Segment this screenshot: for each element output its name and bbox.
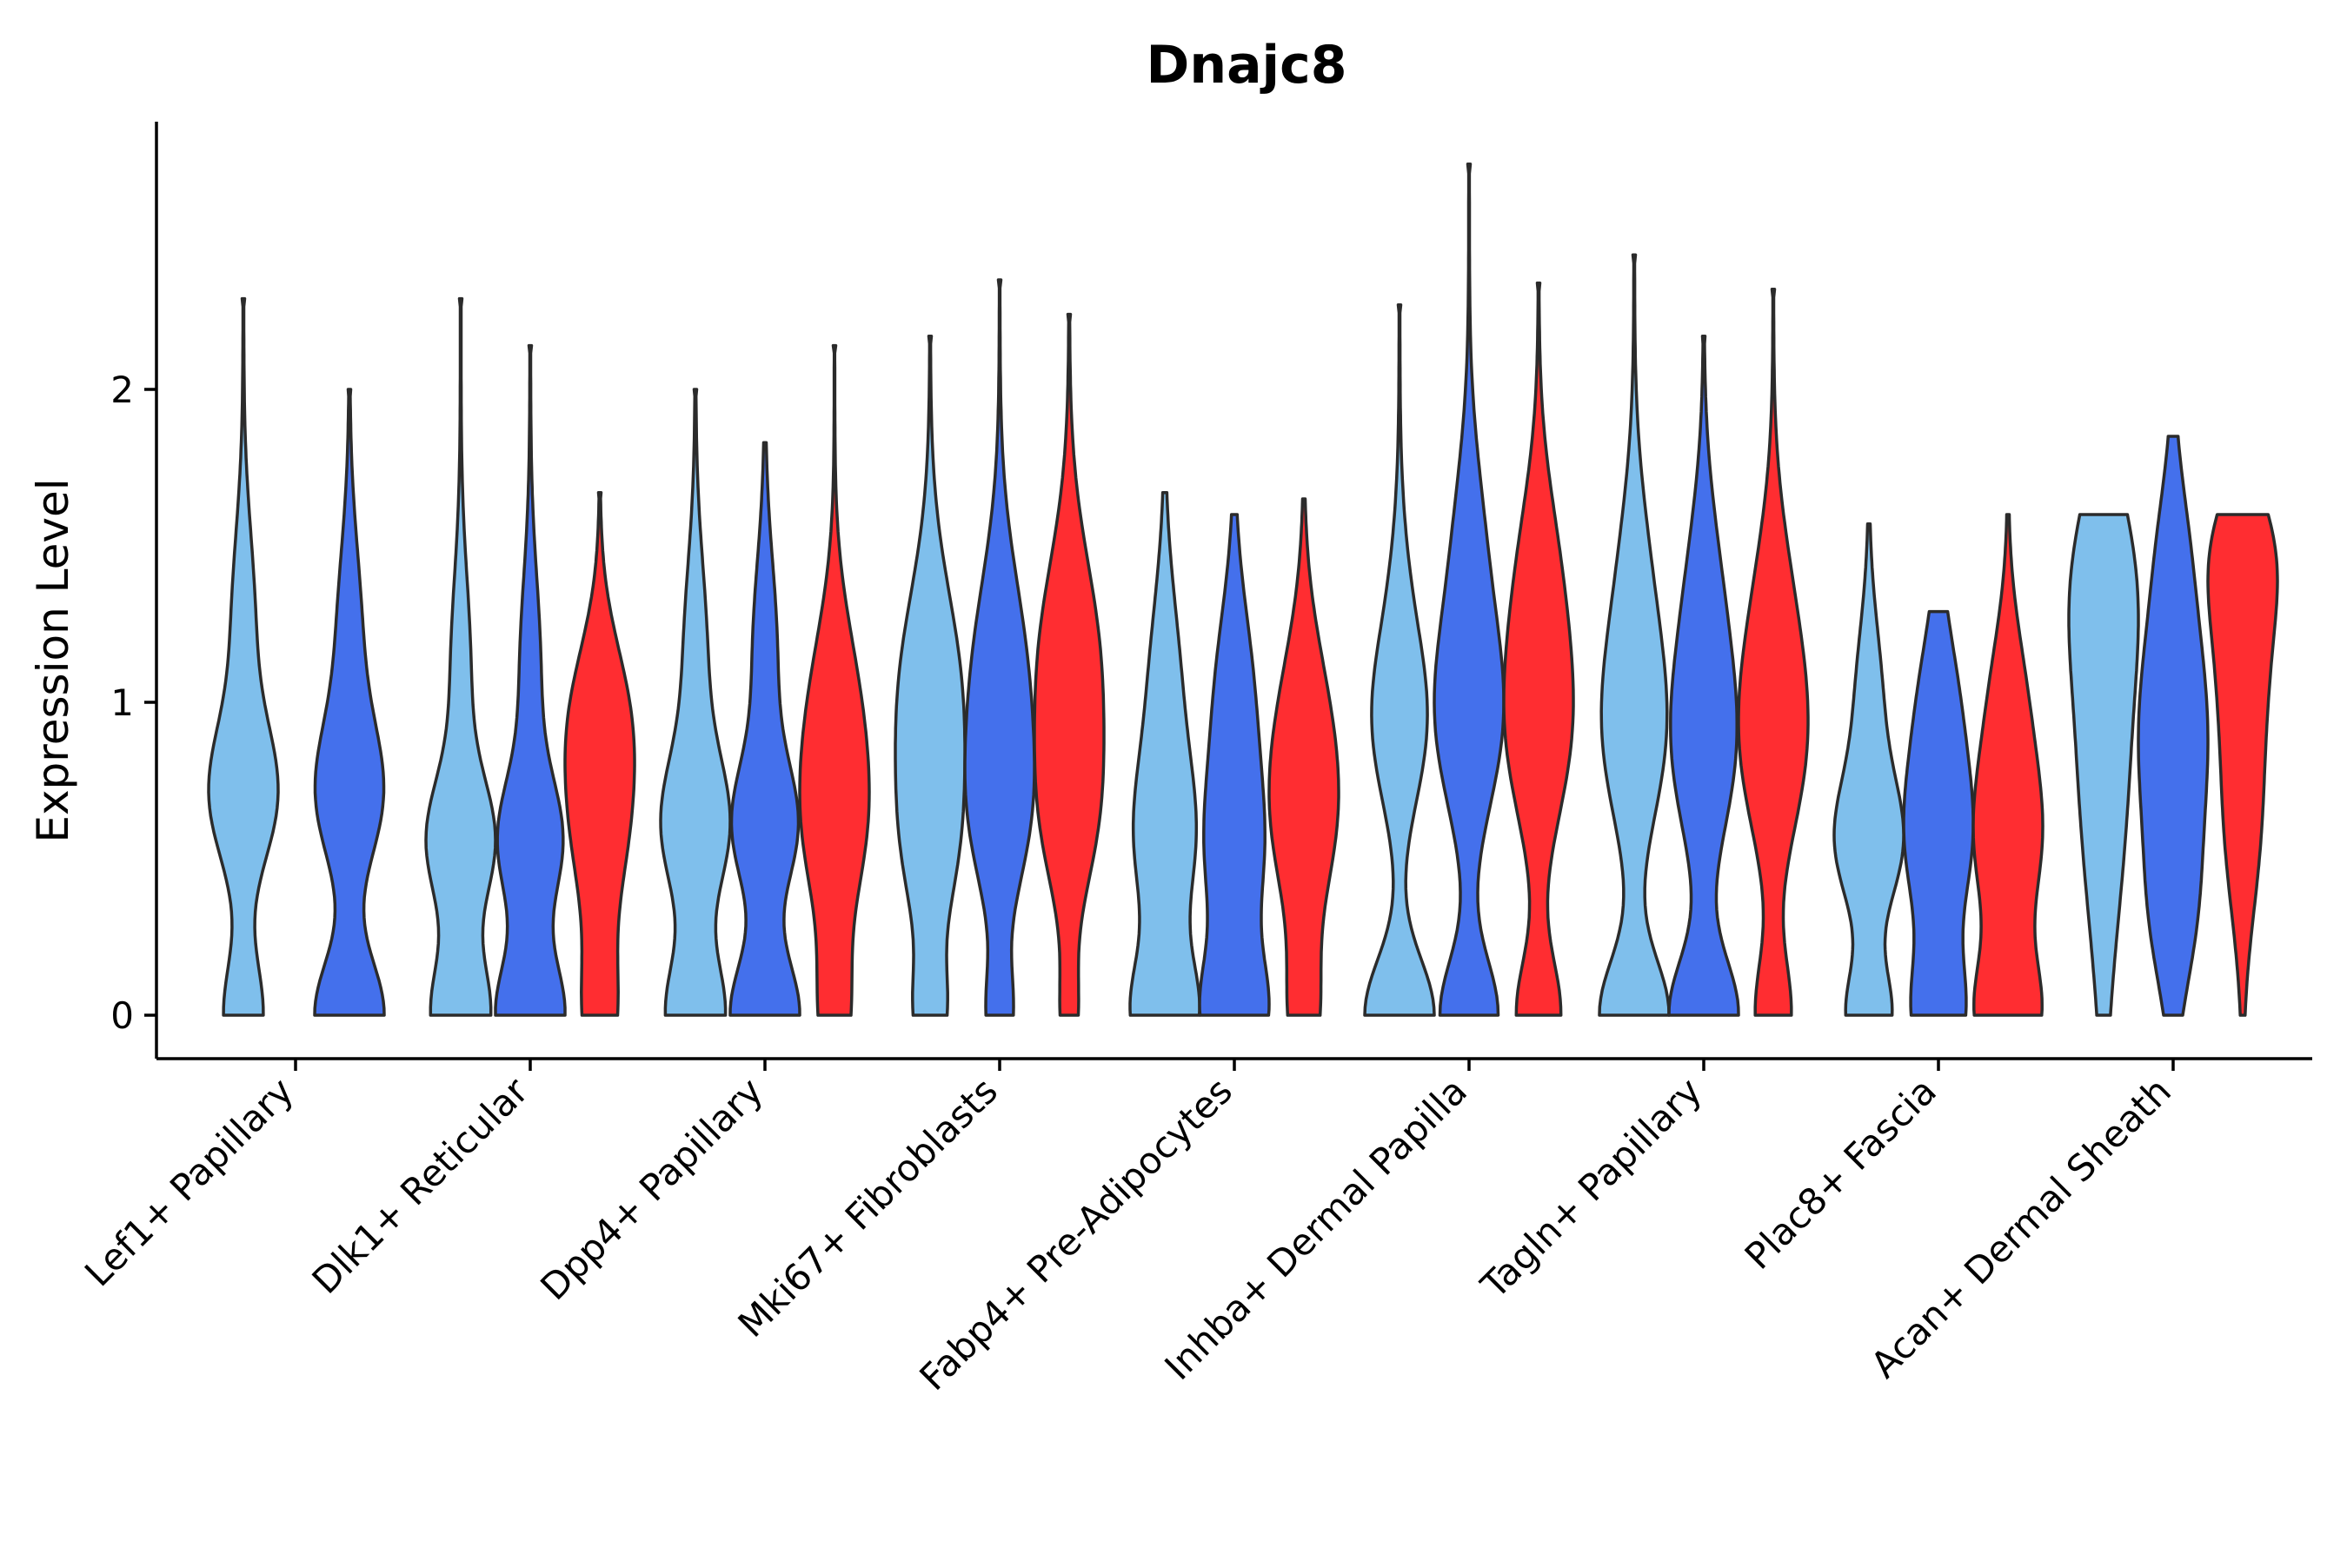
chart-title: Dnajc8 <box>1147 35 1347 96</box>
x-tick-label: Lef1+ Papillary <box>76 1069 302 1294</box>
y-tick-label: 2 <box>110 369 134 411</box>
violin-8-3 <box>1971 513 2044 1017</box>
violin-2-2 <box>494 343 567 1017</box>
violin-6-1 <box>1363 303 1436 1017</box>
violin-5-3 <box>1267 497 1340 1017</box>
violin-1-2 <box>313 388 386 1017</box>
violin-3-1 <box>659 388 732 1017</box>
y-tick-label: 1 <box>110 681 134 724</box>
x-tick-label: Tagln+ Papillary <box>1473 1069 1710 1306</box>
violin-5-2 <box>1198 513 1271 1017</box>
violin-1-1 <box>207 296 280 1017</box>
violin-9-3 <box>2206 513 2279 1017</box>
violin-2-3 <box>563 491 636 1017</box>
violin-7-2 <box>1667 335 1740 1017</box>
violin-5-1 <box>1128 491 1201 1017</box>
violin-9-2 <box>2137 435 2210 1017</box>
violin-3-2 <box>728 441 801 1017</box>
y-tick-label: 0 <box>110 994 134 1037</box>
x-tick-label: Dpp4+ Papillary <box>532 1069 771 1308</box>
violin-4-3 <box>1033 312 1106 1017</box>
violin-4-2 <box>963 278 1036 1017</box>
violin-7-1 <box>1598 253 1671 1017</box>
x-tick-label: Mki67+ Fibroblasts <box>730 1069 1006 1345</box>
violin-8-1 <box>1832 522 1905 1017</box>
violin-2-1 <box>424 296 497 1017</box>
violin-6-3 <box>1502 281 1575 1017</box>
y-axis-label: Expression Level <box>28 478 78 842</box>
violin-7-3 <box>1737 288 1810 1017</box>
x-tick-label: Dlk1+ Reticular <box>304 1069 537 1302</box>
violin-4-1 <box>894 335 967 1017</box>
violin-9-1 <box>2067 513 2140 1017</box>
violin-6-2 <box>1433 163 1506 1017</box>
violin-3-3 <box>798 343 871 1017</box>
x-tick-label: Plac8+ Fascia <box>1737 1069 1945 1277</box>
violin-layer <box>207 163 2279 1017</box>
violin-8-2 <box>1902 609 1975 1017</box>
